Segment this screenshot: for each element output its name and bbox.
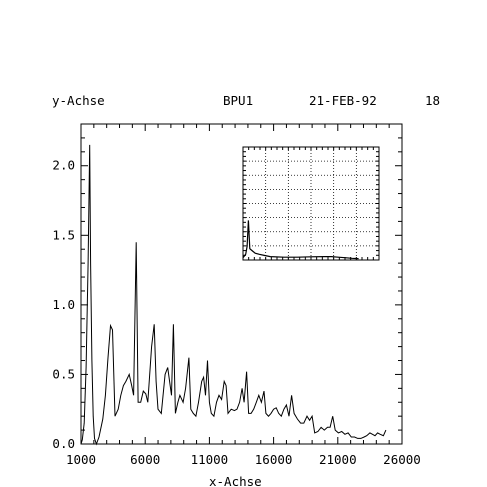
x-tick-label: 16000 [255,452,293,467]
y-axis-title: y-Achse [52,93,105,108]
y-tick-label: 0.5 [52,366,75,381]
x-tick-label: 1000 [66,452,96,467]
x-tick-labels: 1000 6000 11000 16000 21000 26000 [66,452,421,467]
y-tick-label: 2.0 [52,158,75,173]
y-tick-label: 0.0 [52,436,75,451]
series-layer [80,144,387,446]
x-tick-label: 21000 [319,452,357,467]
inset-plot [242,146,380,261]
chart-number-label: 18 [425,93,440,108]
x-tick-label: 11000 [191,452,229,467]
x-axis-title: x-Achse [209,474,262,487]
x-tick-label: 6000 [130,452,160,467]
chart-date-label: 21-FEB-92 [309,93,377,108]
inset-series-layer [242,220,359,260]
y-tick-label: 1.0 [52,297,75,312]
y-tick-label: 1.5 [52,227,75,242]
series-line [80,144,387,446]
x-tick-label: 26000 [383,452,421,467]
chart-header: y-Achse BPU1 21-FEB-92 18 [52,93,440,108]
axis-ticks [80,123,403,445]
y-tick-labels: 0.0 0.5 1.0 1.5 2.0 [52,158,75,451]
chart-name-label: BPU1 [223,93,253,108]
inset-series-line [242,220,359,260]
plot-frame [80,123,403,445]
